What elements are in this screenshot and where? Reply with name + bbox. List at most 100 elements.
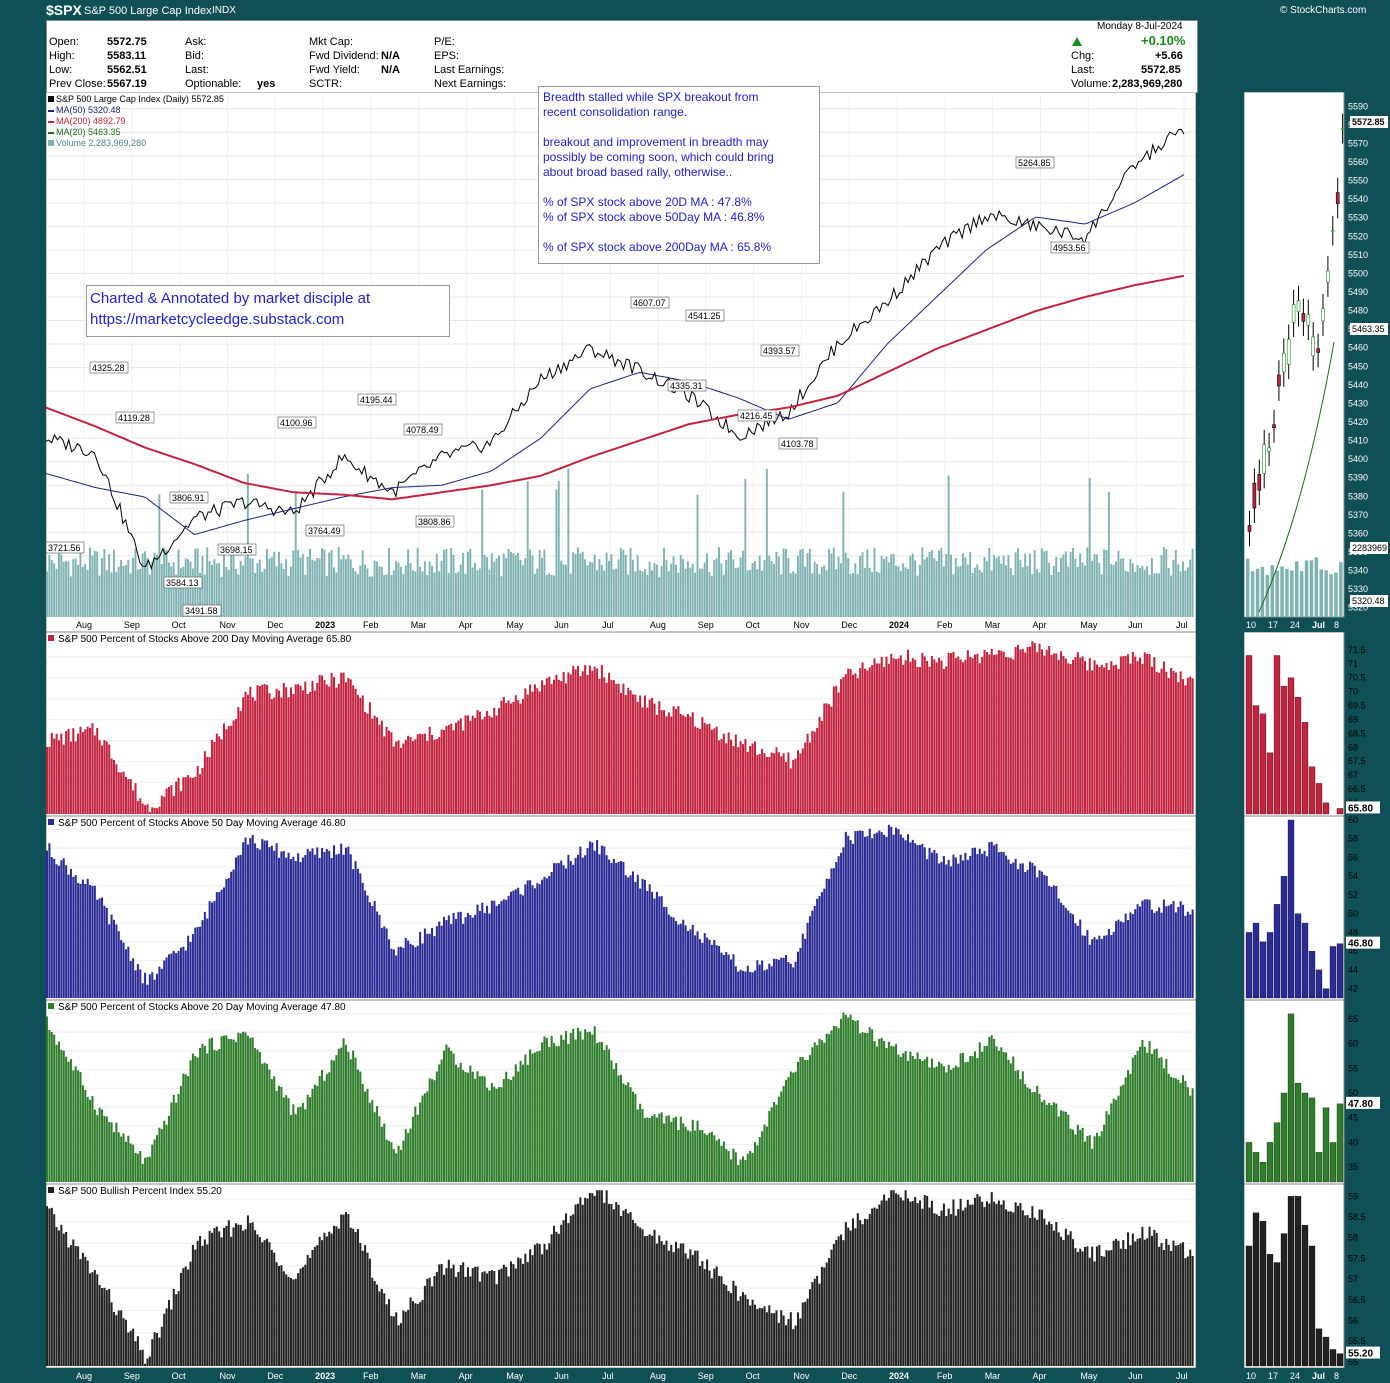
zoom-y-tick-label: 5360	[1348, 528, 1368, 538]
last2-value: 5572.85	[1141, 64, 1181, 76]
indicator-bar	[184, 1266, 187, 1366]
indicator-bar	[796, 1061, 800, 1182]
zoom-y-tick-label: 50	[1348, 1088, 1358, 1098]
indicator-bar	[366, 1252, 369, 1366]
indicator-bar	[1002, 1200, 1005, 1366]
zoom-y-tick-label: 69	[1348, 714, 1358, 724]
indicator-title: S&P 500 Percent of Stocks Above 50 Day M…	[58, 818, 346, 829]
indicator-bar	[1045, 1224, 1048, 1366]
indicator-bar	[880, 656, 883, 814]
volume-bar	[1177, 564, 1180, 617]
volume-bar	[538, 550, 541, 617]
indicator-bar	[1170, 1076, 1173, 1182]
zoom-indicator-bar	[1315, 1152, 1323, 1183]
volume-bar	[691, 563, 694, 617]
indicator-bar	[438, 737, 441, 814]
indicator-bar	[840, 1234, 843, 1366]
indicator-bar	[830, 1030, 833, 1182]
indicator-bar	[471, 1268, 474, 1366]
volume-bar	[1081, 562, 1084, 617]
indicator-bar	[665, 1240, 668, 1366]
zoom-indicator-bar	[1329, 1349, 1337, 1367]
indicator-bar	[651, 891, 654, 998]
indicator-bar	[837, 1028, 840, 1182]
indicator-bar	[411, 1116, 414, 1182]
indicator-bar	[964, 659, 967, 814]
indicator-bar	[385, 928, 388, 998]
indicator-bar	[514, 889, 517, 998]
volume-bar	[328, 552, 331, 617]
indicator-bar	[959, 1198, 962, 1366]
volume-bar	[112, 549, 115, 617]
indicator-bar	[203, 911, 206, 998]
indicator-bar	[897, 1054, 900, 1182]
indicator-bar	[928, 847, 931, 998]
price-label: 3808.86	[415, 515, 455, 528]
indicator-bar	[263, 840, 266, 998]
volume-bar	[655, 564, 658, 617]
volume-bar	[105, 570, 108, 617]
volume-bar	[366, 568, 369, 617]
indicator-bar	[1167, 678, 1170, 814]
indicator-bar	[1143, 1239, 1146, 1366]
indicator-bar	[261, 1242, 264, 1366]
indicator-bar	[691, 712, 694, 814]
volume-bar	[983, 556, 986, 617]
indicator-bar	[340, 1214, 343, 1366]
indicator-bar	[1095, 1132, 1098, 1182]
watermark: © StockCharts.com	[1280, 5, 1367, 16]
indicator-bar	[328, 686, 331, 814]
indicator-bar	[380, 1126, 383, 1182]
indicator-bar	[234, 719, 237, 814]
volume-bar	[280, 563, 283, 617]
indicator-bar	[426, 933, 429, 998]
indicator-bar	[727, 732, 730, 814]
volume-bar	[371, 576, 374, 617]
svg-text:5264.85: 5264.85	[1018, 158, 1051, 168]
indicator-bar	[675, 1241, 678, 1366]
indicator-bar	[318, 857, 321, 998]
indicator-bar	[1091, 1246, 1094, 1366]
indicator-bar	[179, 947, 182, 998]
indicator-bar	[428, 1078, 431, 1182]
zoom-y-tick-label: 42	[1348, 984, 1358, 994]
prev-close-value: 5567.19	[107, 78, 147, 90]
volume-bar	[665, 559, 668, 617]
indicator-bar	[648, 1234, 651, 1366]
volume-bar	[514, 555, 517, 617]
zoom-indicator-bar	[1280, 1092, 1288, 1183]
indicator-bar	[1000, 650, 1003, 814]
volume-bar	[1088, 478, 1091, 617]
indicator-bar	[844, 1014, 847, 1182]
indicator-bar	[902, 1200, 905, 1366]
indicator-bar	[725, 1285, 728, 1366]
indicator-bar	[493, 1270, 496, 1366]
indicator-bar	[777, 1322, 780, 1366]
volume-bar	[160, 564, 163, 617]
indicator-bar	[500, 1087, 503, 1182]
indicator-bar	[837, 692, 840, 814]
zoom-indicator-bar	[1336, 1103, 1344, 1183]
indicator-bar	[354, 688, 357, 814]
indicator-bar	[101, 1109, 104, 1182]
indicator-bar	[469, 1276, 472, 1366]
volume-bar	[89, 547, 91, 617]
indicator-bar	[311, 680, 314, 814]
volume-bar	[990, 570, 993, 617]
indicator-bar	[679, 714, 682, 814]
indicator-bar	[1083, 1141, 1087, 1182]
indicator-bar	[892, 834, 895, 998]
indicator-bar	[658, 1235, 661, 1366]
indicator-bar	[887, 1197, 890, 1366]
volume-bar	[1038, 572, 1041, 617]
volume-bar	[1000, 563, 1003, 617]
indicator-bar	[230, 1039, 233, 1182]
indicator-bar	[163, 796, 166, 814]
indicator-bar	[550, 1035, 553, 1182]
price-label: 3698.15	[217, 543, 257, 556]
indicator-bar	[954, 1215, 957, 1366]
volume-bar	[675, 564, 677, 617]
indicator-bar	[110, 1122, 113, 1182]
zoom-y-tick-label: 48	[1348, 927, 1358, 937]
indicator-bar	[1014, 858, 1017, 998]
